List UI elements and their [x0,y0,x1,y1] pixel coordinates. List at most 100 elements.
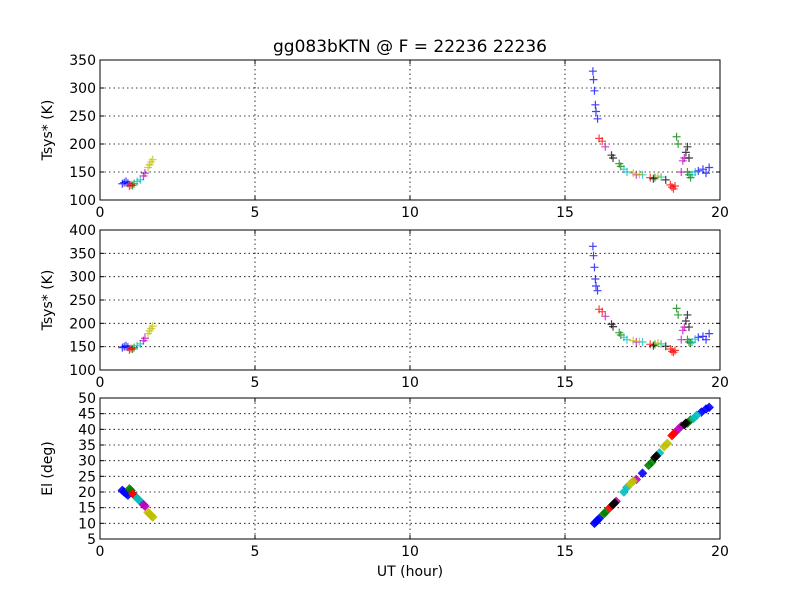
chart-title: gg083bKTN @ F = 22236 22236 [273,37,547,57]
data-point [672,304,681,313]
data-point [589,251,598,260]
data-point [140,169,149,178]
data-point [590,86,599,95]
data-point [629,336,638,345]
data-point [674,140,683,148]
data-point [671,182,680,190]
y-axis-label: Tsys* (K) [40,100,56,162]
data-point [147,512,158,522]
data-point [649,341,658,350]
data-point [691,335,700,344]
data-point [704,402,715,413]
data-point [609,154,618,162]
data-point [590,263,599,272]
data-point [588,242,597,251]
data-point [593,286,602,295]
data-point [629,169,638,178]
subplot-1: 0 5 10 15 20 100 150 200 250 300 350 Tsys* (K) [40,53,729,221]
data-point [589,75,598,84]
data-point [681,317,690,325]
data-point [677,168,686,176]
series-7 [608,418,691,510]
x-tick-label: 10 [401,205,419,221]
y-tick-label: 50 [78,391,96,407]
series-7 [607,142,693,184]
y-tick-label: 15 [78,501,96,517]
data-point [635,337,644,346]
data-point [592,107,600,116]
x-tick-label: 10 [401,544,419,560]
y-tick-label: 10 [78,516,96,532]
data-point [635,170,644,179]
data-point [628,476,639,486]
x-tick-label: 20 [711,544,729,560]
data-point [601,142,610,151]
data-point [122,177,131,186]
y-tick-label: 45 [78,407,96,423]
data-point [654,338,662,347]
data-point [609,498,620,508]
data-point [148,322,157,331]
data-point [683,310,692,319]
y-axis-label: El (deg) [40,441,56,496]
y-tick-label: 40 [78,422,96,438]
series-7 [607,310,693,351]
data-point [651,451,662,461]
x-tick-label: 15 [556,375,574,391]
x-tick-label: 20 [711,205,729,221]
y-tick-label: 150 [69,340,96,356]
data-point [674,310,683,319]
data-point [683,142,692,151]
data-point [662,438,673,449]
data-point [140,501,150,511]
y-axis-label: Tsys* (K) [40,270,56,332]
data-point [598,137,607,146]
data-point [140,334,149,343]
data-point [598,307,607,316]
y-tick-label: 250 [69,109,96,125]
series-5 [139,142,689,180]
data-point [702,169,711,178]
data-point [691,410,702,421]
data-point [591,100,600,109]
y-tick-label: 400 [69,223,96,239]
data-point [691,168,700,176]
data-point [649,174,658,183]
data-point [601,312,610,321]
x-axis-label: UT (hour) [377,564,443,580]
data-point [705,329,714,338]
x-tick-label: 20 [711,375,729,391]
y-tick-label: 200 [69,316,96,332]
data-point [686,338,695,347]
x-tick-label: 0 [96,544,105,560]
data-point [122,341,131,350]
y-tick-label: 30 [78,454,96,470]
data-point [588,67,597,76]
x-tick-label: 5 [251,205,260,221]
y-tick-label: 100 [69,363,96,379]
data-point [125,182,134,190]
data-point [592,282,600,290]
data-point [681,418,691,428]
data-point [637,468,648,479]
data-point [681,148,690,157]
data-point [672,132,681,141]
data-point [685,323,693,332]
series-6 [143,438,673,522]
data-point [702,335,711,344]
x-tick-label: 0 [96,205,105,221]
y-tick-label: 250 [69,293,96,309]
y-tick-label: 20 [78,485,96,501]
data-point [593,114,602,123]
y-tick-label: 5 [87,532,96,548]
x-tick-label: 5 [251,544,260,560]
x-tick-label: 0 [96,375,105,391]
y-tick-label: 300 [69,81,96,97]
data-point [669,348,678,357]
data-point [148,155,157,164]
data-point [609,322,618,331]
